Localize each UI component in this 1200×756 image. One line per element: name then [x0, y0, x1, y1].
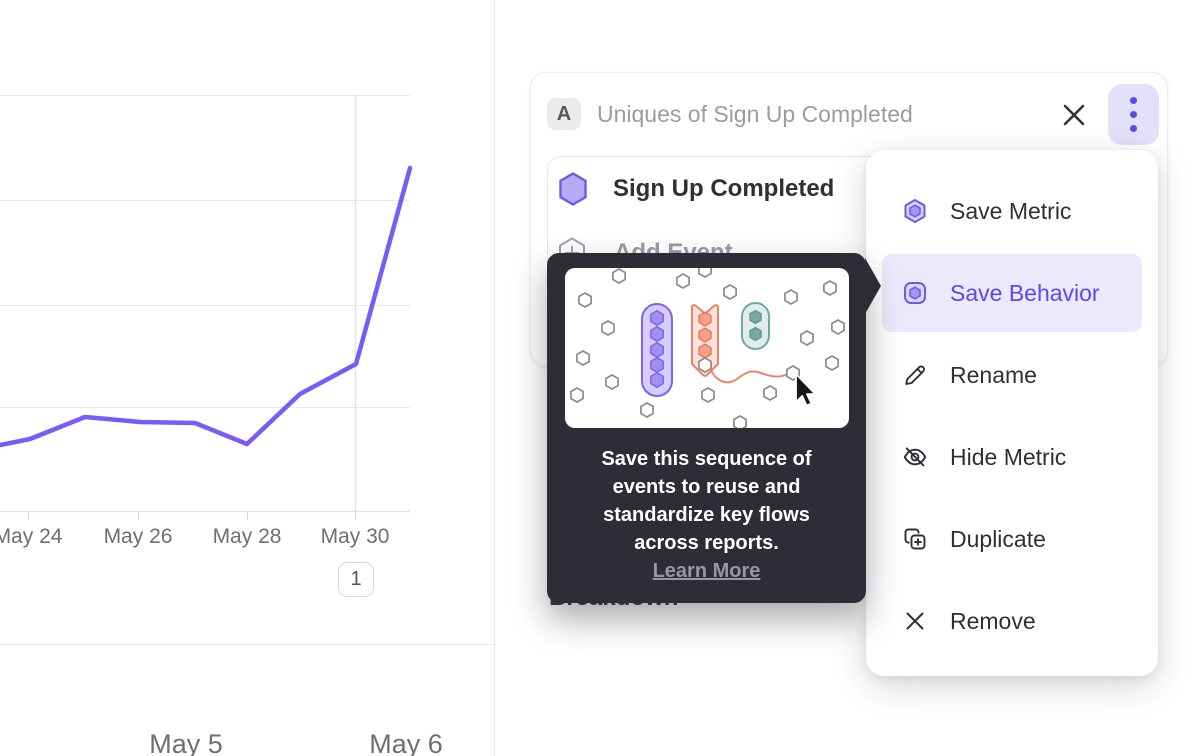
line-chart — [0, 95, 413, 520]
context-menu: Save Metric Save Behavior Rename Hide Me… — [866, 150, 1158, 676]
kebab-menu-button[interactable] — [1108, 84, 1159, 145]
metric-letter-badge: A — [547, 98, 581, 130]
pagination-page-button[interactable]: 1 — [338, 562, 374, 597]
menu-item-label: Hide Metric — [950, 443, 1067, 470]
kebab-dot — [1130, 125, 1137, 132]
pencil-icon — [905, 365, 925, 385]
metric-title: Uniques of Sign Up Completed — [597, 101, 913, 127]
tooltip-arrow — [865, 258, 881, 314]
kebab-dot — [1130, 97, 1137, 104]
close-icon[interactable] — [1061, 102, 1087, 128]
behavior-sequence-illustration — [565, 268, 849, 428]
menu-item-label: Duplicate — [950, 525, 1046, 552]
learn-more-link[interactable]: Learn More — [652, 560, 761, 582]
eye-off-icon — [903, 447, 927, 467]
menu-item-save-metric[interactable]: Save Metric — [866, 170, 1158, 252]
duplicate-icon — [904, 528, 926, 550]
tooltip-body-text: Save this sequence of events to reuse an… — [601, 448, 812, 554]
menu-item-duplicate[interactable]: Duplicate — [866, 498, 1158, 580]
save-behavior-tooltip: Save this sequence of events to reuse an… — [547, 253, 881, 603]
tooltip-body: Save this sequence of events to reuse an… — [575, 445, 838, 585]
save-behavior-icon — [904, 282, 926, 304]
save-metric-hexagon-icon — [904, 199, 926, 223]
menu-item-remove[interactable]: Remove — [866, 580, 1158, 662]
cursor-icon — [795, 373, 817, 407]
x-tick-label: May 28 — [212, 525, 282, 548]
horizontal-divider — [0, 644, 494, 645]
event-hexagon-icon — [559, 172, 587, 206]
event-row[interactable]: Sign Up Completed — [557, 171, 834, 207]
x-icon — [906, 612, 924, 630]
menu-item-label: Save Metric — [950, 197, 1072, 224]
menu-item-rename[interactable]: Rename — [866, 334, 1158, 416]
x-tick-label: May 26 — [103, 525, 173, 548]
bottom-chart-x-label: May 5 — [149, 729, 223, 756]
menu-item-hide-metric[interactable]: Hide Metric — [866, 416, 1158, 498]
menu-item-label: Save Behavior — [950, 279, 1100, 306]
event-label: Sign Up Completed — [613, 175, 835, 202]
x-tick-label: May 30 — [320, 525, 390, 548]
bottom-chart-x-label: May 6 — [369, 729, 443, 756]
vertical-divider — [494, 0, 495, 756]
uniques-line — [0, 165, 413, 448]
kebab-dot — [1130, 111, 1137, 118]
x-tick-label: May 24 — [0, 525, 63, 548]
menu-item-label: Rename — [950, 361, 1037, 388]
menu-item-label: Remove — [950, 607, 1036, 634]
menu-item-save-behavior[interactable]: Save Behavior — [882, 254, 1142, 332]
